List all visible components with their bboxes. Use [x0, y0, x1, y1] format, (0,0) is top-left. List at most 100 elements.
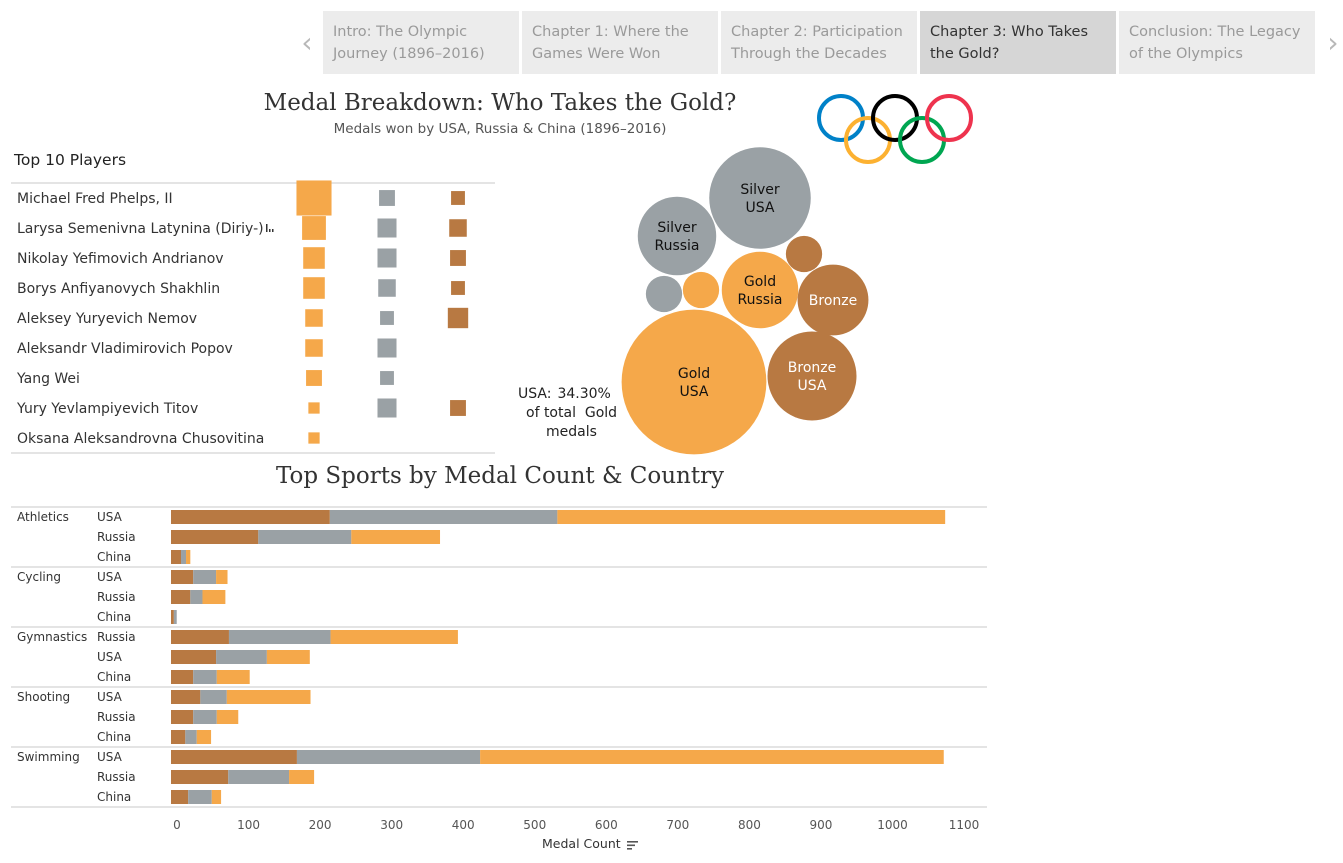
bubble-label: Bronze [788, 360, 836, 376]
bar-silver[interactable] [185, 730, 197, 744]
bubble-bronze-usa[interactable] [767, 331, 857, 421]
silver-medal-mark[interactable] [379, 190, 395, 206]
silver-medal-mark[interactable] [377, 248, 397, 268]
bar-gold[interactable] [557, 510, 946, 524]
silver-medal-mark[interactable] [377, 218, 397, 238]
usa-gold-callout: USA: 34.30% of total Gold medals [518, 385, 628, 442]
bronze-medal-mark[interactable] [451, 191, 465, 205]
country-label: China [97, 610, 131, 624]
tab-conclusion[interactable]: Conclusion: The Legacy of the Olympics [1119, 11, 1315, 74]
story-navigation: ‹ Intro: The Olympic Journey (1896–2016)… [0, 0, 1343, 80]
bar-bronze[interactable] [171, 510, 330, 524]
gold-medal-mark[interactable] [305, 339, 323, 357]
gold-medal-mark[interactable] [303, 277, 325, 299]
sort-icon[interactable] [626, 840, 639, 850]
bar-bronze[interactable] [171, 730, 186, 744]
bronze-medal-mark[interactable] [450, 250, 466, 266]
bubble-gold-russia[interactable] [721, 251, 799, 329]
bar-gold[interactable] [216, 710, 239, 724]
bar-bronze[interactable] [171, 530, 259, 544]
chevron-left-icon[interactable]: ‹ [301, 26, 313, 59]
gold-medal-mark[interactable] [308, 432, 320, 444]
bar-silver[interactable] [228, 770, 290, 784]
bubble-bronze-china[interactable] [785, 235, 823, 273]
bar-silver[interactable] [329, 510, 558, 524]
bubble-bronze-russia[interactable] [797, 264, 869, 336]
country-label: Russia [97, 630, 136, 644]
bar-bronze[interactable] [171, 750, 297, 764]
country-label: Russia [97, 530, 136, 544]
bar-bronze[interactable] [171, 630, 229, 644]
bar-gold[interactable] [216, 570, 228, 584]
gold-medal-mark[interactable] [303, 247, 325, 269]
bar-silver[interactable] [193, 570, 217, 584]
bar-bronze[interactable] [171, 690, 201, 704]
bar-bronze[interactable] [171, 670, 194, 684]
bar-gold[interactable] [226, 690, 311, 704]
bar-bronze[interactable] [171, 650, 217, 664]
sport-label: Gymnastics [17, 630, 87, 644]
bar-gold[interactable] [196, 730, 212, 744]
bar-silver[interactable] [193, 710, 217, 724]
bar-gold[interactable] [351, 530, 441, 544]
bar-silver[interactable] [193, 670, 217, 684]
bar-silver[interactable] [258, 530, 352, 544]
x-axis-title[interactable]: Medal Count [542, 836, 639, 851]
bar-silver[interactable] [296, 750, 481, 764]
bar-silver[interactable] [188, 790, 212, 804]
bronze-medal-mark[interactable] [450, 400, 466, 416]
bar-gold[interactable] [211, 790, 222, 804]
bar-gold[interactable] [480, 750, 944, 764]
chevron-right-icon[interactable]: › [1327, 26, 1339, 59]
bar-silver[interactable] [200, 690, 227, 704]
bubble-label: Russia [737, 292, 782, 308]
bar-silver[interactable] [228, 630, 331, 644]
bar-gold[interactable] [202, 590, 226, 604]
bar-bronze[interactable] [171, 610, 174, 624]
silver-medal-mark[interactable] [378, 279, 396, 297]
bubble-gold-china[interactable] [682, 271, 720, 309]
gold-medal-mark[interactable] [306, 370, 322, 386]
gold-medal-mark[interactable] [296, 180, 332, 216]
player-name: Nikolay Yefimovich Andrianov [17, 251, 224, 267]
bar-gold[interactable] [266, 650, 310, 664]
bronze-medal-mark[interactable] [447, 307, 469, 329]
bar-gold[interactable] [330, 630, 458, 644]
player-name: Yury Yevlampiyevich Titov [16, 401, 198, 417]
ring-shape [817, 94, 865, 142]
bar-gold[interactable] [216, 670, 250, 684]
tab-chapter-3[interactable]: Chapter 3: Who Takes the Gold? [920, 11, 1116, 74]
player-name: Larysa Semenivna Latynina (Diriy-) [17, 221, 264, 237]
top-players-title: Top 10 Players [14, 151, 127, 169]
bar-silver[interactable] [173, 610, 177, 624]
bar-bronze[interactable] [171, 570, 194, 584]
gold-medal-mark[interactable] [308, 402, 320, 414]
bubble-silver-usa[interactable] [709, 147, 811, 249]
bar-silver[interactable] [216, 650, 267, 664]
tab-chapter-1[interactable]: Chapter 1: Where the Games Were Won [522, 11, 718, 74]
tab-chapter-2[interactable]: Chapter 2: Participation Through the Dec… [721, 11, 917, 74]
bubble-silver-russia[interactable] [637, 196, 717, 276]
country-label: USA [97, 690, 123, 704]
bar-bronze[interactable] [171, 790, 189, 804]
bronze-medal-mark[interactable] [449, 219, 467, 237]
bar-bronze[interactable] [171, 550, 182, 564]
tab-intro[interactable]: Intro: The Olympic Journey (1896–2016) [323, 11, 519, 74]
bar-bronze[interactable] [171, 590, 191, 604]
gold-medal-mark[interactable] [305, 309, 323, 327]
bar-silver[interactable] [190, 590, 203, 604]
silver-medal-mark[interactable] [380, 371, 394, 385]
bar-gold[interactable] [289, 770, 315, 784]
gold-medal-mark[interactable] [302, 216, 326, 240]
bar-bronze[interactable] [171, 710, 194, 724]
silver-medal-mark[interactable] [377, 338, 397, 358]
bronze-medal-mark[interactable] [451, 281, 465, 295]
bubble-gold-usa[interactable] [621, 309, 767, 455]
callout-text: of total [526, 405, 576, 421]
silver-medal-mark[interactable] [377, 398, 397, 418]
bar-bronze[interactable] [171, 770, 229, 784]
silver-medal-mark[interactable] [380, 311, 394, 325]
bar-silver[interactable] [181, 550, 187, 564]
bar-gold[interactable] [186, 550, 191, 564]
bubble-silver-china[interactable] [645, 275, 683, 313]
